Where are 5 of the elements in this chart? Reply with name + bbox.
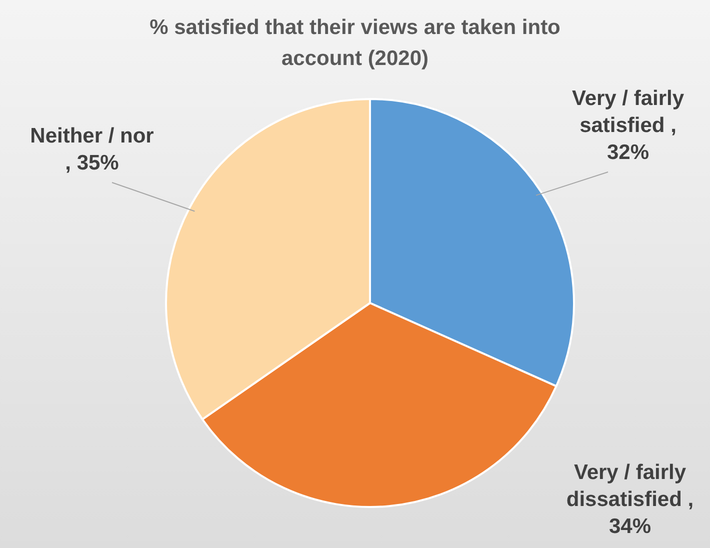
chart-title: % satisfied that their views are taken into account (2020)	[148, 15, 562, 72]
slice-label: Very / fairly dissatisfied , 34%	[566, 460, 694, 538]
slice-label: Neither / nor	[30, 124, 154, 148]
slice-label: Very / fairly satisfied , 32%	[572, 86, 684, 164]
data-label: , 35%	[65, 151, 120, 174]
